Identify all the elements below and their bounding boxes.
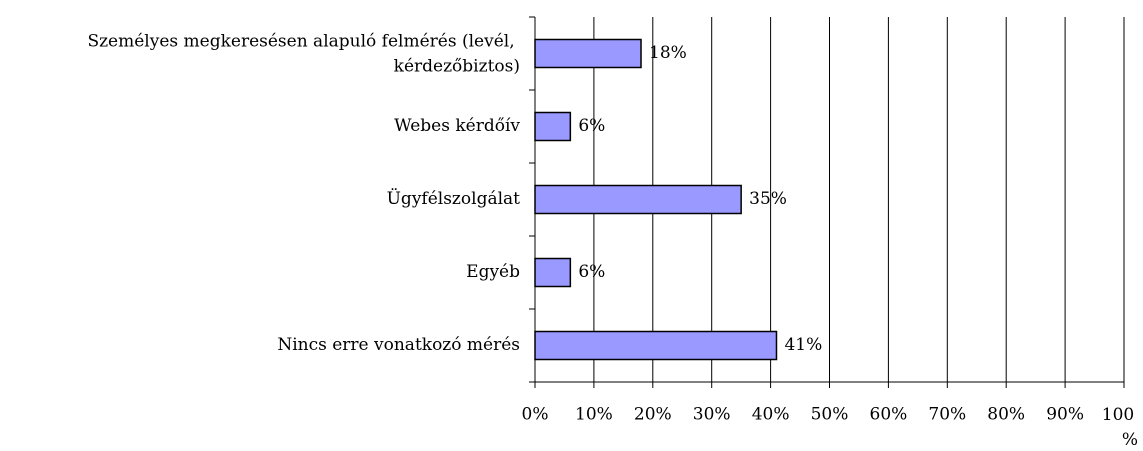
value-label: 35% bbox=[749, 189, 787, 209]
x-tick-label: 50% bbox=[811, 405, 849, 425]
value-label: 6% bbox=[578, 116, 605, 136]
bar bbox=[534, 38, 642, 69]
y-tick-label: Egyéb bbox=[466, 262, 520, 282]
x-tick-label: 0% bbox=[522, 405, 549, 425]
bar bbox=[534, 330, 778, 361]
y-tick-label: Webes kérdőív bbox=[394, 116, 520, 136]
x-tick-label: 60% bbox=[870, 405, 908, 425]
bar bbox=[534, 111, 572, 142]
x-tick-label: 10% bbox=[575, 405, 613, 425]
value-label: 6% bbox=[578, 262, 605, 282]
x-tick-label: 30% bbox=[693, 405, 731, 425]
x-tick-label: 80% bbox=[987, 405, 1025, 425]
value-label: 41% bbox=[784, 335, 822, 355]
y-tick-label: Személyes megkeresésen alapuló felmérés … bbox=[87, 31, 520, 76]
x-tick-label: 40% bbox=[752, 405, 790, 425]
y-tick-label: Ügyfélszolgálat bbox=[387, 188, 521, 209]
x-tick-label: 70% bbox=[928, 405, 966, 425]
x-tick-label: 90% bbox=[1046, 405, 1084, 425]
bar bbox=[534, 184, 742, 215]
x-tick-label: 20% bbox=[634, 405, 672, 425]
x-tick-label: 100% bbox=[1102, 405, 1138, 450]
y-tick-label: Nincs erre vonatkozó mérés bbox=[277, 335, 520, 355]
bar bbox=[534, 257, 572, 288]
value-label: 18% bbox=[649, 43, 687, 63]
